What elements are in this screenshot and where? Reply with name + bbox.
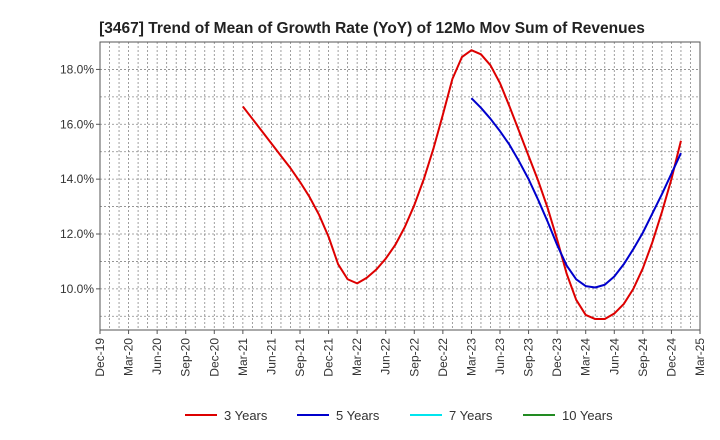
legend: 3 Years 5 Years 7 Years 10 Years [185, 408, 613, 423]
legend-label: 3 Years [224, 408, 268, 423]
series-lines [242, 49, 682, 321]
series-line-5-years [470, 97, 682, 289]
y-tick-label: 12.0% [60, 227, 94, 241]
x-tick-label: Sep-21 [293, 338, 307, 377]
y-axis-ticks: 10.0% 12.0% 14.0% 16.0% 18.0% [60, 62, 100, 296]
x-tick-label: Mar-24 [579, 338, 593, 376]
x-tick-label: Sep-20 [179, 338, 193, 377]
x-tick-label: Jun-21 [264, 338, 278, 375]
x-tick-label: Dec-19 [93, 338, 107, 377]
x-axis-ticks: Dec-19 Mar-20 Jun-20 Sep-20 Dec-20 Mar-21 Jun-… [93, 330, 707, 377]
x-tick-label: Dec-23 [550, 338, 564, 377]
x-tick-label: Sep-22 [407, 338, 421, 377]
y-tick-label: 10.0% [60, 282, 94, 296]
x-tick-label: Dec-24 [664, 338, 678, 377]
x-tick-label: Mar-25 [693, 338, 707, 376]
plot-frame [99, 41, 701, 331]
legend-label: 7 Years [449, 408, 493, 423]
x-tick-label: Dec-21 [322, 338, 336, 377]
legend-label: 5 Years [336, 408, 380, 423]
x-tick-label: Mar-23 [464, 338, 478, 376]
y-tick-label: 14.0% [60, 172, 94, 186]
x-tick-label: Dec-22 [436, 338, 450, 377]
chart-title: [3467] Trend of Mean of Growth Rate (YoY… [99, 20, 645, 37]
series-line-3-years [242, 49, 682, 321]
x-tick-label: Mar-20 [122, 338, 136, 376]
x-tick-label: Mar-22 [350, 338, 364, 376]
x-tick-label: Sep-24 [636, 338, 650, 377]
y-tick-label: 18.0% [60, 62, 94, 76]
x-tick-label: Mar-21 [236, 338, 250, 376]
legend-label: 10 Years [562, 408, 613, 423]
grid [100, 41, 700, 330]
x-tick-label: Jun-24 [607, 338, 621, 375]
x-tick-label: Jun-20 [150, 338, 164, 375]
x-tick-label: Dec-20 [207, 338, 221, 377]
x-tick-label: Jun-23 [493, 338, 507, 375]
y-tick-label: 16.0% [60, 117, 94, 131]
x-tick-label: Sep-23 [522, 338, 536, 377]
x-tick-label: Jun-22 [379, 338, 393, 375]
